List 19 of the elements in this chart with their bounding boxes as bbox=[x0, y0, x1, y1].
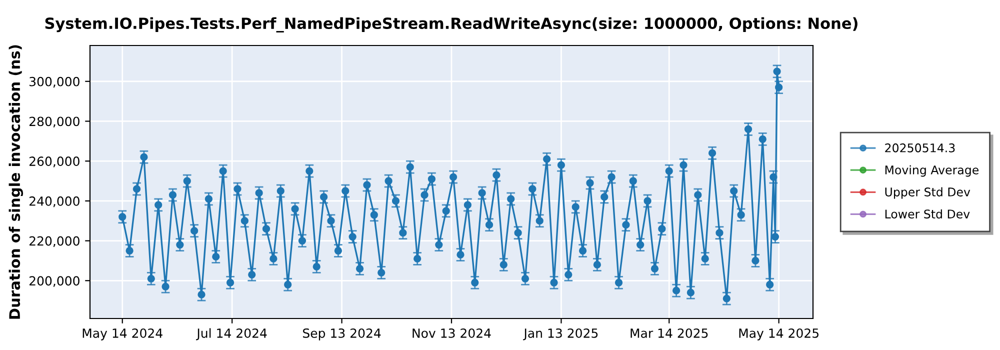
y-tick-label: 200,000 bbox=[30, 276, 80, 287]
x-tick-label: Mar 14 2025 bbox=[630, 328, 708, 338]
y-tick-label: 220,000 bbox=[30, 236, 80, 247]
y-tick-label: 240,000 bbox=[30, 196, 80, 208]
legend-label: Moving Average bbox=[885, 165, 979, 177]
legend-label: Upper Std Dev bbox=[885, 187, 970, 199]
x-tick-label: Sep 13 2024 bbox=[303, 328, 381, 340]
x-tick-label: Jul 14 2024 bbox=[196, 328, 267, 340]
y-tick-label: 260,000 bbox=[30, 156, 80, 168]
x-tick-label: May 14 2024 bbox=[82, 328, 162, 340]
chart-title: System.IO.Pipes.Tests.Perf_NamedPipeStream.ReadWriteAsync(size: 1000000, Options: None) bbox=[45, 17, 858, 32]
y-tick-label: 280,000 bbox=[30, 116, 80, 128]
x-tick-label: Nov 13 2024 bbox=[412, 328, 491, 338]
legend-label: 20250514.3 bbox=[885, 143, 955, 152]
x-tick-label: May 14 2025 bbox=[739, 328, 818, 340]
x-tick-label: Jan 13 2025 bbox=[523, 328, 598, 340]
legend-label: Lower Std Dev bbox=[885, 209, 970, 218]
y-axis-title: Duration of single invocation (ns) bbox=[8, 45, 24, 319]
y-tick-label: 300,000 bbox=[30, 76, 80, 88]
